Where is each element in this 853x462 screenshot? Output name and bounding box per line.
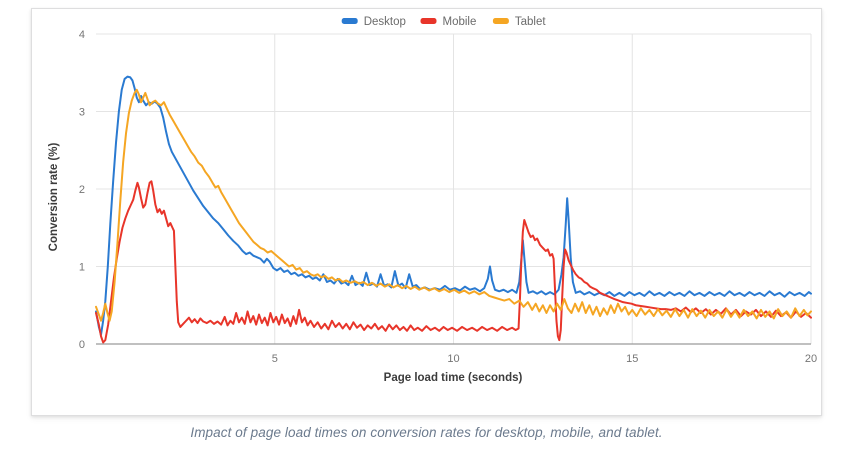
- legend-item-mobile[interactable]: Mobile: [420, 16, 477, 28]
- x-tick-label: 10: [447, 353, 459, 365]
- y-tick-label: 1: [79, 262, 85, 274]
- y-tick-label: 4: [79, 29, 85, 41]
- legend-swatch-icon: [492, 18, 509, 24]
- y-tick-label: 3: [79, 107, 85, 119]
- legend-label: Mobile: [443, 16, 477, 28]
- legend-label: Tablet: [515, 16, 546, 28]
- legend-item-tablet[interactable]: Tablet: [492, 16, 546, 28]
- y-tick-label: 0: [79, 339, 85, 351]
- series-lines: [95, 75, 812, 344]
- chart-legend: Desktop Mobile Tablet: [341, 16, 546, 28]
- legend-swatch-icon: [420, 18, 437, 24]
- y-tick-label: 2: [79, 184, 85, 196]
- legend-label: Desktop: [364, 16, 406, 28]
- chart-background: [32, 9, 821, 415]
- x-tick-label: 15: [626, 353, 638, 365]
- x-tick-label: 5: [272, 353, 278, 365]
- x-tick-label: 20: [805, 353, 817, 365]
- y-axis-title: Conversion rate (%): [48, 143, 60, 252]
- y-axis-tick-labels: 0 1 2 3 4: [79, 29, 85, 351]
- gridlines: [96, 33, 812, 344]
- legend-swatch-icon: [341, 18, 358, 24]
- series-line-mobile: [95, 180, 812, 344]
- x-axis-tick-labels: 5 10 15 20: [272, 353, 817, 365]
- conversion-rate-line-chart: 0 1 2 3 4 5 10 15 20 Page load time (seconds) C…: [32, 9, 821, 415]
- chart-card: 0 1 2 3 4 5 10 15 20 Page load time (seconds) C…: [31, 8, 822, 416]
- figure-caption: Impact of page load times on conversion …: [190, 425, 663, 440]
- series-line-tablet: [95, 88, 812, 322]
- legend-item-desktop[interactable]: Desktop: [341, 16, 406, 28]
- x-axis-title: Page load time (seconds): [384, 372, 523, 384]
